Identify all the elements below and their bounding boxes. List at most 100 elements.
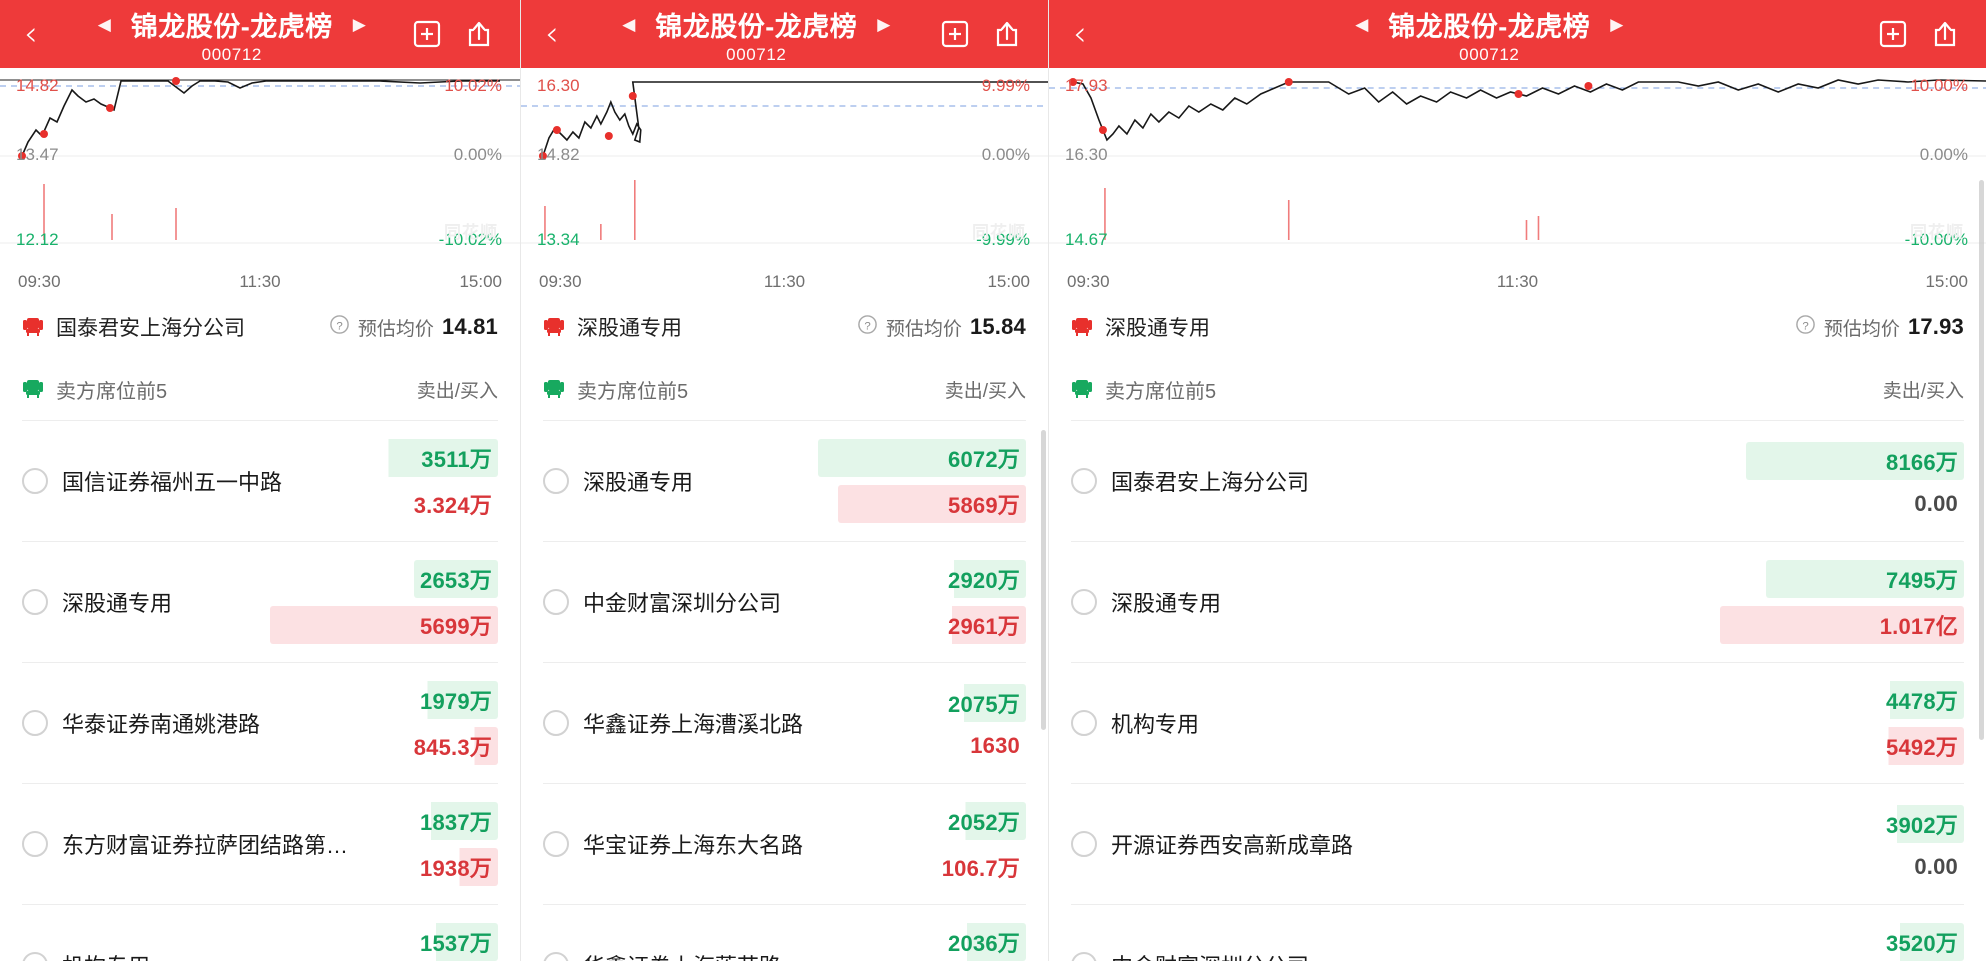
row-radio[interactable] bbox=[22, 831, 48, 857]
top-seat-row-2[interactable]: 深股通专用 ? 预估均价 15.84 bbox=[521, 296, 1048, 358]
row-radio[interactable] bbox=[543, 710, 569, 736]
triangle-right-icon[interactable]: ▶ bbox=[1610, 15, 1624, 34]
divider bbox=[543, 662, 1026, 663]
row-radio[interactable] bbox=[22, 589, 48, 615]
buy-amount: 3.324万 bbox=[413, 493, 492, 518]
stock-code: 000712 bbox=[726, 45, 787, 64]
share-icon[interactable] bbox=[992, 19, 1022, 49]
back-icon[interactable]: ‹ bbox=[24, 14, 38, 54]
sell-seat-header-1: 卖方席位前5 卖出/买入 bbox=[0, 358, 520, 420]
scrollbar[interactable] bbox=[1979, 180, 1984, 740]
seat-name: 深股通专用 bbox=[1111, 591, 1222, 616]
divider bbox=[1071, 783, 1964, 784]
minute-chart-1[interactable]: 14.82 10.02% 13.47 0.00% 12.12 -10.02% 同… bbox=[0, 68, 520, 268]
row-radio[interactable] bbox=[1071, 952, 1097, 961]
minute-chart-2[interactable]: 16.30 9.99% 14.82 0.00% 13.34 -9.99% 同花顺 bbox=[521, 68, 1048, 268]
add-box-icon[interactable] bbox=[412, 19, 442, 49]
sell-amount: 7495万 bbox=[1766, 560, 1964, 598]
chart1-time-axis: 09:30 11:30 15:00 bbox=[0, 268, 520, 296]
table-row[interactable]: 开源证券西安高新成章路 3902万 0.00 bbox=[1049, 784, 1986, 904]
seat-name: 国信证券福州五一中路 bbox=[62, 470, 283, 495]
table-row[interactable]: 华宝证券上海东大名路 2052万 106.7万 bbox=[521, 784, 1048, 904]
back-icon[interactable]: ‹ bbox=[1073, 14, 1087, 54]
sell-amount: 1837万 bbox=[414, 802, 498, 840]
triangle-left-icon[interactable]: ◀ bbox=[97, 15, 111, 34]
divider bbox=[22, 541, 498, 542]
stock-code: 000712 bbox=[1459, 45, 1520, 64]
minute-chart-3[interactable]: 17.93 10.00% 16.30 0.00% 14.67 -10.00% 同… bbox=[1049, 68, 1986, 268]
question-circle-icon[interactable]: ? bbox=[857, 314, 878, 341]
table-row[interactable]: 机构专用 4478万 5492万 bbox=[1049, 663, 1986, 783]
seat-name: 机构专用 bbox=[62, 949, 150, 961]
time-open: 09:30 bbox=[18, 272, 61, 291]
buy-amount: 1.017亿 bbox=[1719, 606, 1964, 644]
share-icon[interactable] bbox=[1930, 19, 1960, 49]
question-circle-icon[interactable]: ? bbox=[1795, 314, 1816, 341]
question-circle-icon[interactable]: ? bbox=[329, 314, 350, 341]
sell-seats-label: 卖方席位前5 bbox=[56, 380, 168, 403]
titlebar-actions-2 bbox=[940, 19, 1048, 49]
avg-price-label: 预估均价 bbox=[885, 318, 962, 340]
table-row[interactable]: 华泰证券南通姚港路 1979万 845.3万 bbox=[0, 663, 520, 783]
row-radio[interactable] bbox=[22, 952, 48, 961]
chair-red-icon bbox=[22, 317, 44, 337]
table-row[interactable]: 中金财富深圳分公司 3520万 1815万 bbox=[1049, 905, 1986, 961]
seat-name: 华鑫证券上海莲花路 bbox=[583, 949, 781, 961]
table-row[interactable]: 华鑫证券上海漕溪北路 2075万 1630 bbox=[521, 663, 1048, 783]
row-radio[interactable] bbox=[1071, 589, 1097, 615]
row-radio[interactable] bbox=[1071, 468, 1097, 494]
buy-amount: 5869万 bbox=[838, 485, 1026, 523]
seat-name: 中金财富深圳分公司 bbox=[1111, 949, 1309, 961]
chair-red-icon bbox=[543, 317, 565, 337]
scrollbar[interactable] bbox=[1041, 430, 1046, 730]
sell-amount: 1979万 bbox=[414, 681, 498, 719]
back-icon[interactable]: ‹ bbox=[545, 14, 559, 54]
chair-green-icon bbox=[22, 379, 44, 399]
row-radio[interactable] bbox=[22, 710, 48, 736]
titlebar-1: ‹ ◀ 锦龙股份-龙虎榜 ▶ 000712 bbox=[0, 0, 520, 68]
table-row[interactable]: 深股通专用 7495万 1.017亿 bbox=[1049, 542, 1986, 662]
top-seat-row-3[interactable]: 深股通专用 ? 预估均价 17.93 bbox=[1049, 296, 1986, 358]
seat-name: 华鑫证券上海漕溪北路 bbox=[583, 712, 804, 737]
sell-amount: 4478万 bbox=[1880, 681, 1964, 719]
panel-3: ‹ ◀ 锦龙股份-龙虎榜 ▶ 000712 bbox=[1048, 0, 1986, 961]
share-icon[interactable] bbox=[464, 19, 494, 49]
add-box-icon[interactable] bbox=[1878, 19, 1908, 49]
panel-2: ‹ ◀ 锦龙股份-龙虎榜 ▶ 000712 bbox=[520, 0, 1048, 961]
table-row[interactable]: 深股通专用 6072万 5869万 bbox=[521, 421, 1048, 541]
column-header: 卖出/买入 bbox=[944, 380, 1026, 402]
table-row[interactable]: 机构专用 1537万 197.0万 bbox=[0, 905, 520, 961]
triangle-left-icon[interactable]: ◀ bbox=[1355, 15, 1369, 34]
row-radio[interactable] bbox=[1071, 831, 1097, 857]
seat-name: 华泰证券南通姚港路 bbox=[62, 712, 261, 737]
table-row[interactable]: 中金财富深圳分公司 2920万 2961万 bbox=[521, 542, 1048, 662]
row-radio[interactable] bbox=[543, 468, 569, 494]
divider bbox=[543, 541, 1026, 542]
table-row[interactable]: 深股通专用 2653万 5699万 bbox=[0, 542, 520, 662]
divider bbox=[22, 420, 498, 421]
add-box-icon[interactable] bbox=[940, 19, 970, 49]
top-seat-row-1[interactable]: 国泰君安上海分公司 ? 预估均价 14.81 bbox=[0, 296, 520, 358]
table-row[interactable]: 国泰君安上海分公司 8166万 0.00 bbox=[1049, 421, 1986, 541]
row-radio[interactable] bbox=[543, 589, 569, 615]
triangle-left-icon[interactable]: ◀ bbox=[622, 15, 636, 34]
row-radio[interactable] bbox=[1071, 710, 1097, 736]
table-row[interactable]: 国信证券福州五一中路 3511万 3.324万 bbox=[0, 421, 520, 541]
avg-price-value: 15.84 bbox=[969, 314, 1026, 339]
sell-amount: 3902万 bbox=[1880, 805, 1964, 843]
row-radio[interactable] bbox=[543, 831, 569, 857]
table-row[interactable]: 华鑫证券上海莲花路 2036万 19.84万 bbox=[521, 905, 1048, 961]
divider bbox=[1071, 420, 1964, 421]
time-open: 09:30 bbox=[539, 272, 582, 291]
top-seat-name: 深股通专用 bbox=[577, 317, 682, 340]
divider bbox=[543, 904, 1026, 905]
triangle-right-icon[interactable]: ▶ bbox=[352, 15, 366, 34]
triangle-right-icon[interactable]: ▶ bbox=[877, 15, 891, 34]
row-radio[interactable] bbox=[22, 468, 48, 494]
sell-amount: 2075万 bbox=[942, 684, 1026, 722]
table-row[interactable]: 东方财富证券拉萨团结路第… 1837万 1938万 bbox=[0, 784, 520, 904]
divider bbox=[543, 783, 1026, 784]
panel-1: ‹ ◀ 锦龙股份-龙虎榜 ▶ 000712 bbox=[0, 0, 520, 961]
row-radio[interactable] bbox=[543, 952, 569, 961]
time-close: 15:00 bbox=[987, 272, 1030, 291]
